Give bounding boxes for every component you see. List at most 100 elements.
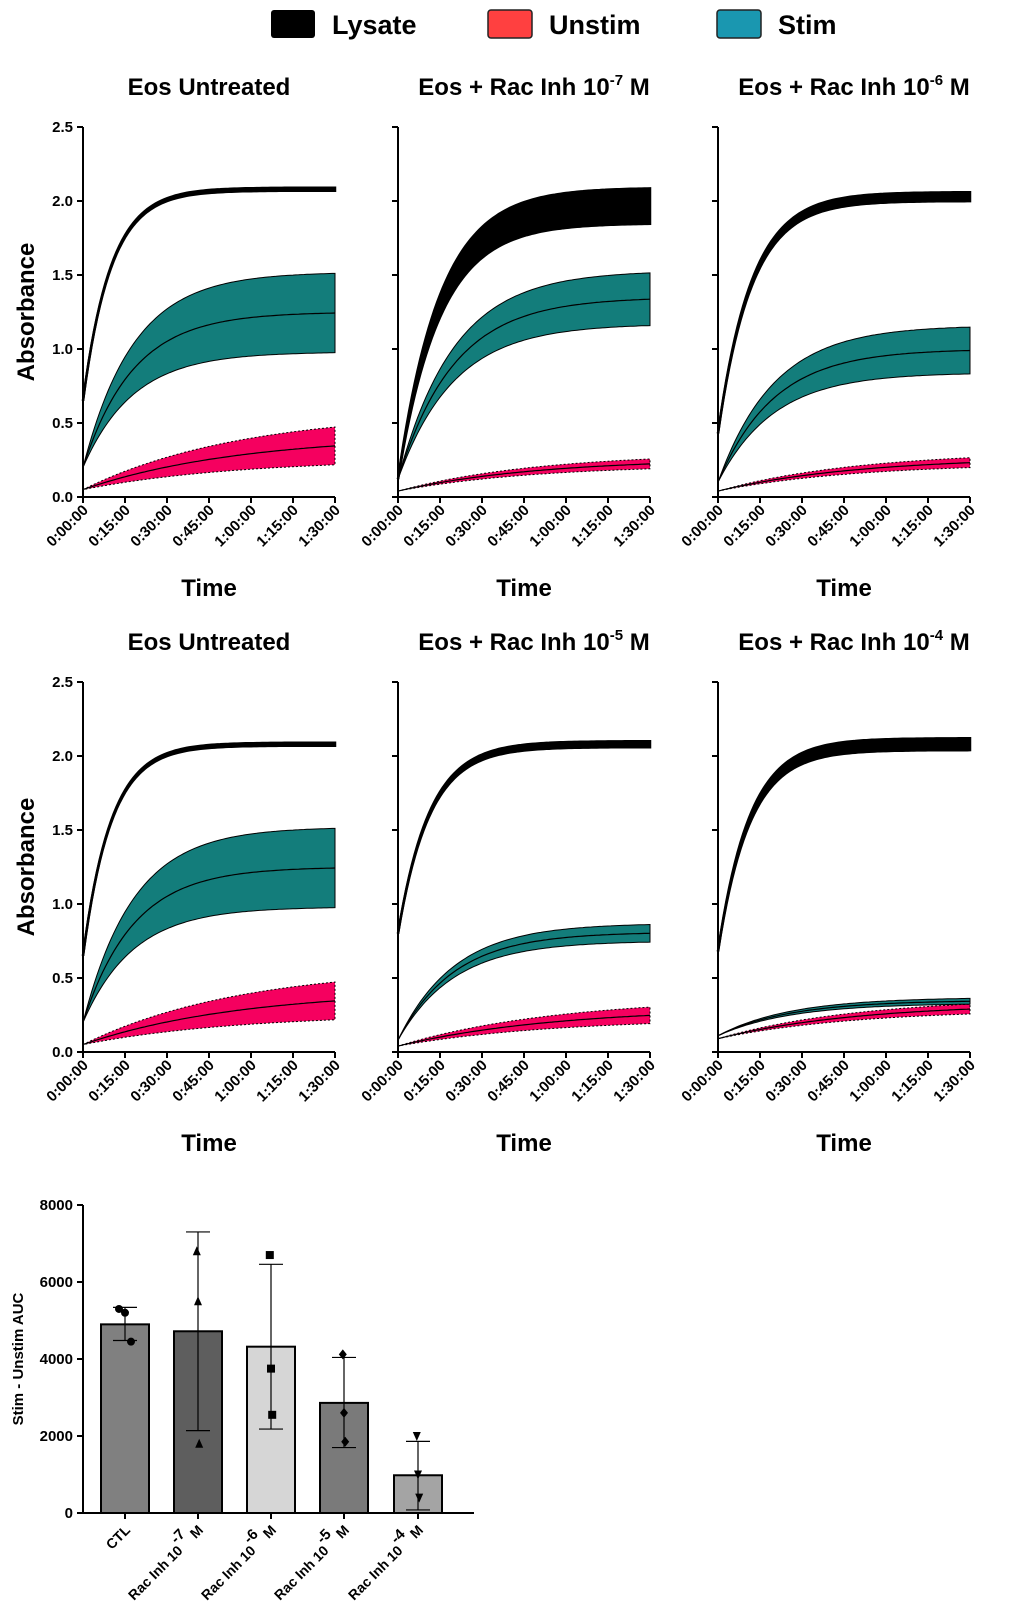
x-tick-label: 1:30:00 — [295, 502, 344, 551]
x-tick-label: 1:00:00 — [846, 1057, 895, 1106]
lysate-band — [716, 191, 972, 434]
x-tick-label: 0:30:00 — [127, 1057, 176, 1106]
y-tick-label: 2.0 — [52, 748, 73, 765]
panel-title-base: Eos + Rac Inh 10 — [418, 629, 609, 656]
lysate-mean-line — [396, 742, 650, 934]
bar — [100, 1323, 150, 1514]
x-category-label: Rac Inh 10-4 M — [338, 1515, 426, 1603]
lysate-band — [396, 740, 652, 934]
panel-title-exp: -7 — [610, 72, 623, 89]
x-tick-label: 0:15:00 — [85, 502, 134, 551]
legend-label-stim: Stim — [778, 10, 837, 40]
x-tick-label: 0:00:00 — [43, 1057, 92, 1106]
x-tick-label: 1:00:00 — [526, 1057, 575, 1106]
x-tick-label: 0:45:00 — [169, 502, 218, 551]
x-axis-title: Time — [496, 575, 552, 602]
y-tick-label: 2.0 — [52, 193, 73, 210]
panel-title-unit: M — [943, 74, 970, 101]
unstim-band — [82, 981, 336, 1046]
panel-title: Eos + Rac Inh 10-4 M — [738, 627, 969, 656]
x-category-label-unit: M — [330, 1522, 352, 1544]
x-category-label-unit: M — [184, 1522, 206, 1544]
x-tick-label: 0:45:00 — [804, 1057, 853, 1106]
x-tick-label: 0:30:00 — [442, 1057, 491, 1106]
x-category-label-exp: -7 — [167, 1526, 188, 1547]
x-category-label-unit: M — [257, 1522, 279, 1544]
x-tick-label: 1:30:00 — [295, 1057, 344, 1106]
x-tick-label: 1:15:00 — [888, 1057, 937, 1106]
data-point — [127, 1337, 135, 1346]
stim-mean-line — [397, 932, 651, 1041]
stim-mean-line — [717, 349, 971, 483]
unstim-band — [717, 457, 971, 492]
lysate-mean-line — [716, 742, 970, 952]
x-tick-label: 1:15:00 — [888, 502, 937, 551]
stim-mean-line — [82, 312, 336, 468]
data-point — [414, 1470, 422, 1480]
x-category-label-base: CTL — [103, 1521, 134, 1552]
x-tick-label: 1:00:00 — [526, 502, 575, 551]
x-tick-label: 0:00:00 — [678, 502, 727, 551]
kinetic-panel-3: Eos + Rac Inh 10-6 M 0:00:000:15:000:30:0… — [678, 72, 979, 602]
y-tick-label: 1.5 — [52, 822, 73, 839]
x-category-label-base: Rac Inh 10 — [125, 1542, 186, 1603]
x-tick-label: 1:15:00 — [253, 1057, 302, 1106]
x-tick-label: 1:00:00 — [211, 502, 260, 551]
panel-title: Eos Untreated — [128, 74, 291, 101]
y-tick-label: 6000 — [40, 1274, 73, 1291]
x-tick-label: 1:15:00 — [568, 502, 617, 551]
kinetic-panel-6: Eos + Rac Inh 10-4 M 0:00:000:15:000:30:0… — [678, 627, 979, 1157]
x-tick-label: 0:00:00 — [358, 502, 407, 551]
panel-title: Eos + Rac Inh 10-5 M — [418, 627, 649, 656]
data-point — [115, 1304, 123, 1313]
data-point — [192, 1246, 201, 1256]
legend-swatch-lysate — [271, 10, 315, 38]
data-point — [194, 1296, 202, 1306]
x-axis-title: Time — [181, 575, 237, 602]
x-tick-label: 0:45:00 — [169, 1057, 218, 1106]
x-tick-label: 0:15:00 — [400, 502, 449, 551]
data-point — [121, 1308, 129, 1317]
y-tick-label: 2000 — [40, 1428, 73, 1445]
lysate-mean-line — [716, 195, 970, 434]
x-tick-label: 0:30:00 — [762, 1057, 811, 1106]
x-category-label: CTL — [103, 1521, 134, 1552]
lysate-mean-line — [81, 187, 335, 401]
x-tick-label: 1:15:00 — [568, 1057, 617, 1106]
y-tick-label: 8000 — [40, 1197, 73, 1214]
lysate-mean-line — [81, 742, 335, 956]
stim-mean-line — [82, 867, 336, 1023]
y-tick-label: 0.0 — [52, 489, 73, 506]
data-point — [195, 1438, 204, 1448]
x-category-label-exp: -6 — [240, 1526, 261, 1547]
x-tick-label: 0:30:00 — [127, 502, 176, 551]
panel-title: Eos Untreated — [128, 629, 291, 656]
x-tick-label: 0:45:00 — [484, 502, 533, 551]
x-tick-label: 1:30:00 — [930, 502, 979, 551]
x-tick-label: 0:15:00 — [720, 502, 769, 551]
x-tick-label: 1:15:00 — [253, 502, 302, 551]
panel-title-base: Eos + Rac Inh 10 — [738, 74, 929, 101]
unstim-mean-line — [82, 1000, 336, 1046]
x-category-label-base: Rac Inh 10 — [198, 1542, 259, 1603]
y-axis-title: Absorbance — [13, 243, 40, 382]
x-category-label-base: Rac Inh 10 — [271, 1542, 332, 1603]
panel-title-unit: M — [943, 629, 970, 656]
data-point — [338, 1349, 347, 1360]
data-point — [265, 1251, 274, 1260]
x-tick-label: 1:30:00 — [930, 1057, 979, 1106]
x-category-label-unit: M — [404, 1522, 426, 1544]
panel-title-base: Eos + Rac Inh 10 — [418, 74, 609, 101]
x-tick-label: 0:15:00 — [400, 1057, 449, 1106]
y-axis-title: Absorbance — [13, 798, 40, 937]
data-point — [340, 1407, 348, 1418]
panel-title-unit: M — [623, 629, 650, 656]
lysate-band — [716, 737, 972, 952]
x-axis-title: Time — [816, 575, 872, 602]
panel-title-exp: -4 — [930, 627, 944, 644]
panel-title-exp: -6 — [930, 72, 943, 89]
x-tick-label: 0:00:00 — [678, 1057, 727, 1106]
kinetic-panel-4: Eos Untreated0.00.51.01.52.02.50:00:000:… — [13, 629, 344, 1157]
stim-mean-line — [717, 1000, 970, 1037]
x-category-label-exp: -5 — [313, 1526, 334, 1547]
